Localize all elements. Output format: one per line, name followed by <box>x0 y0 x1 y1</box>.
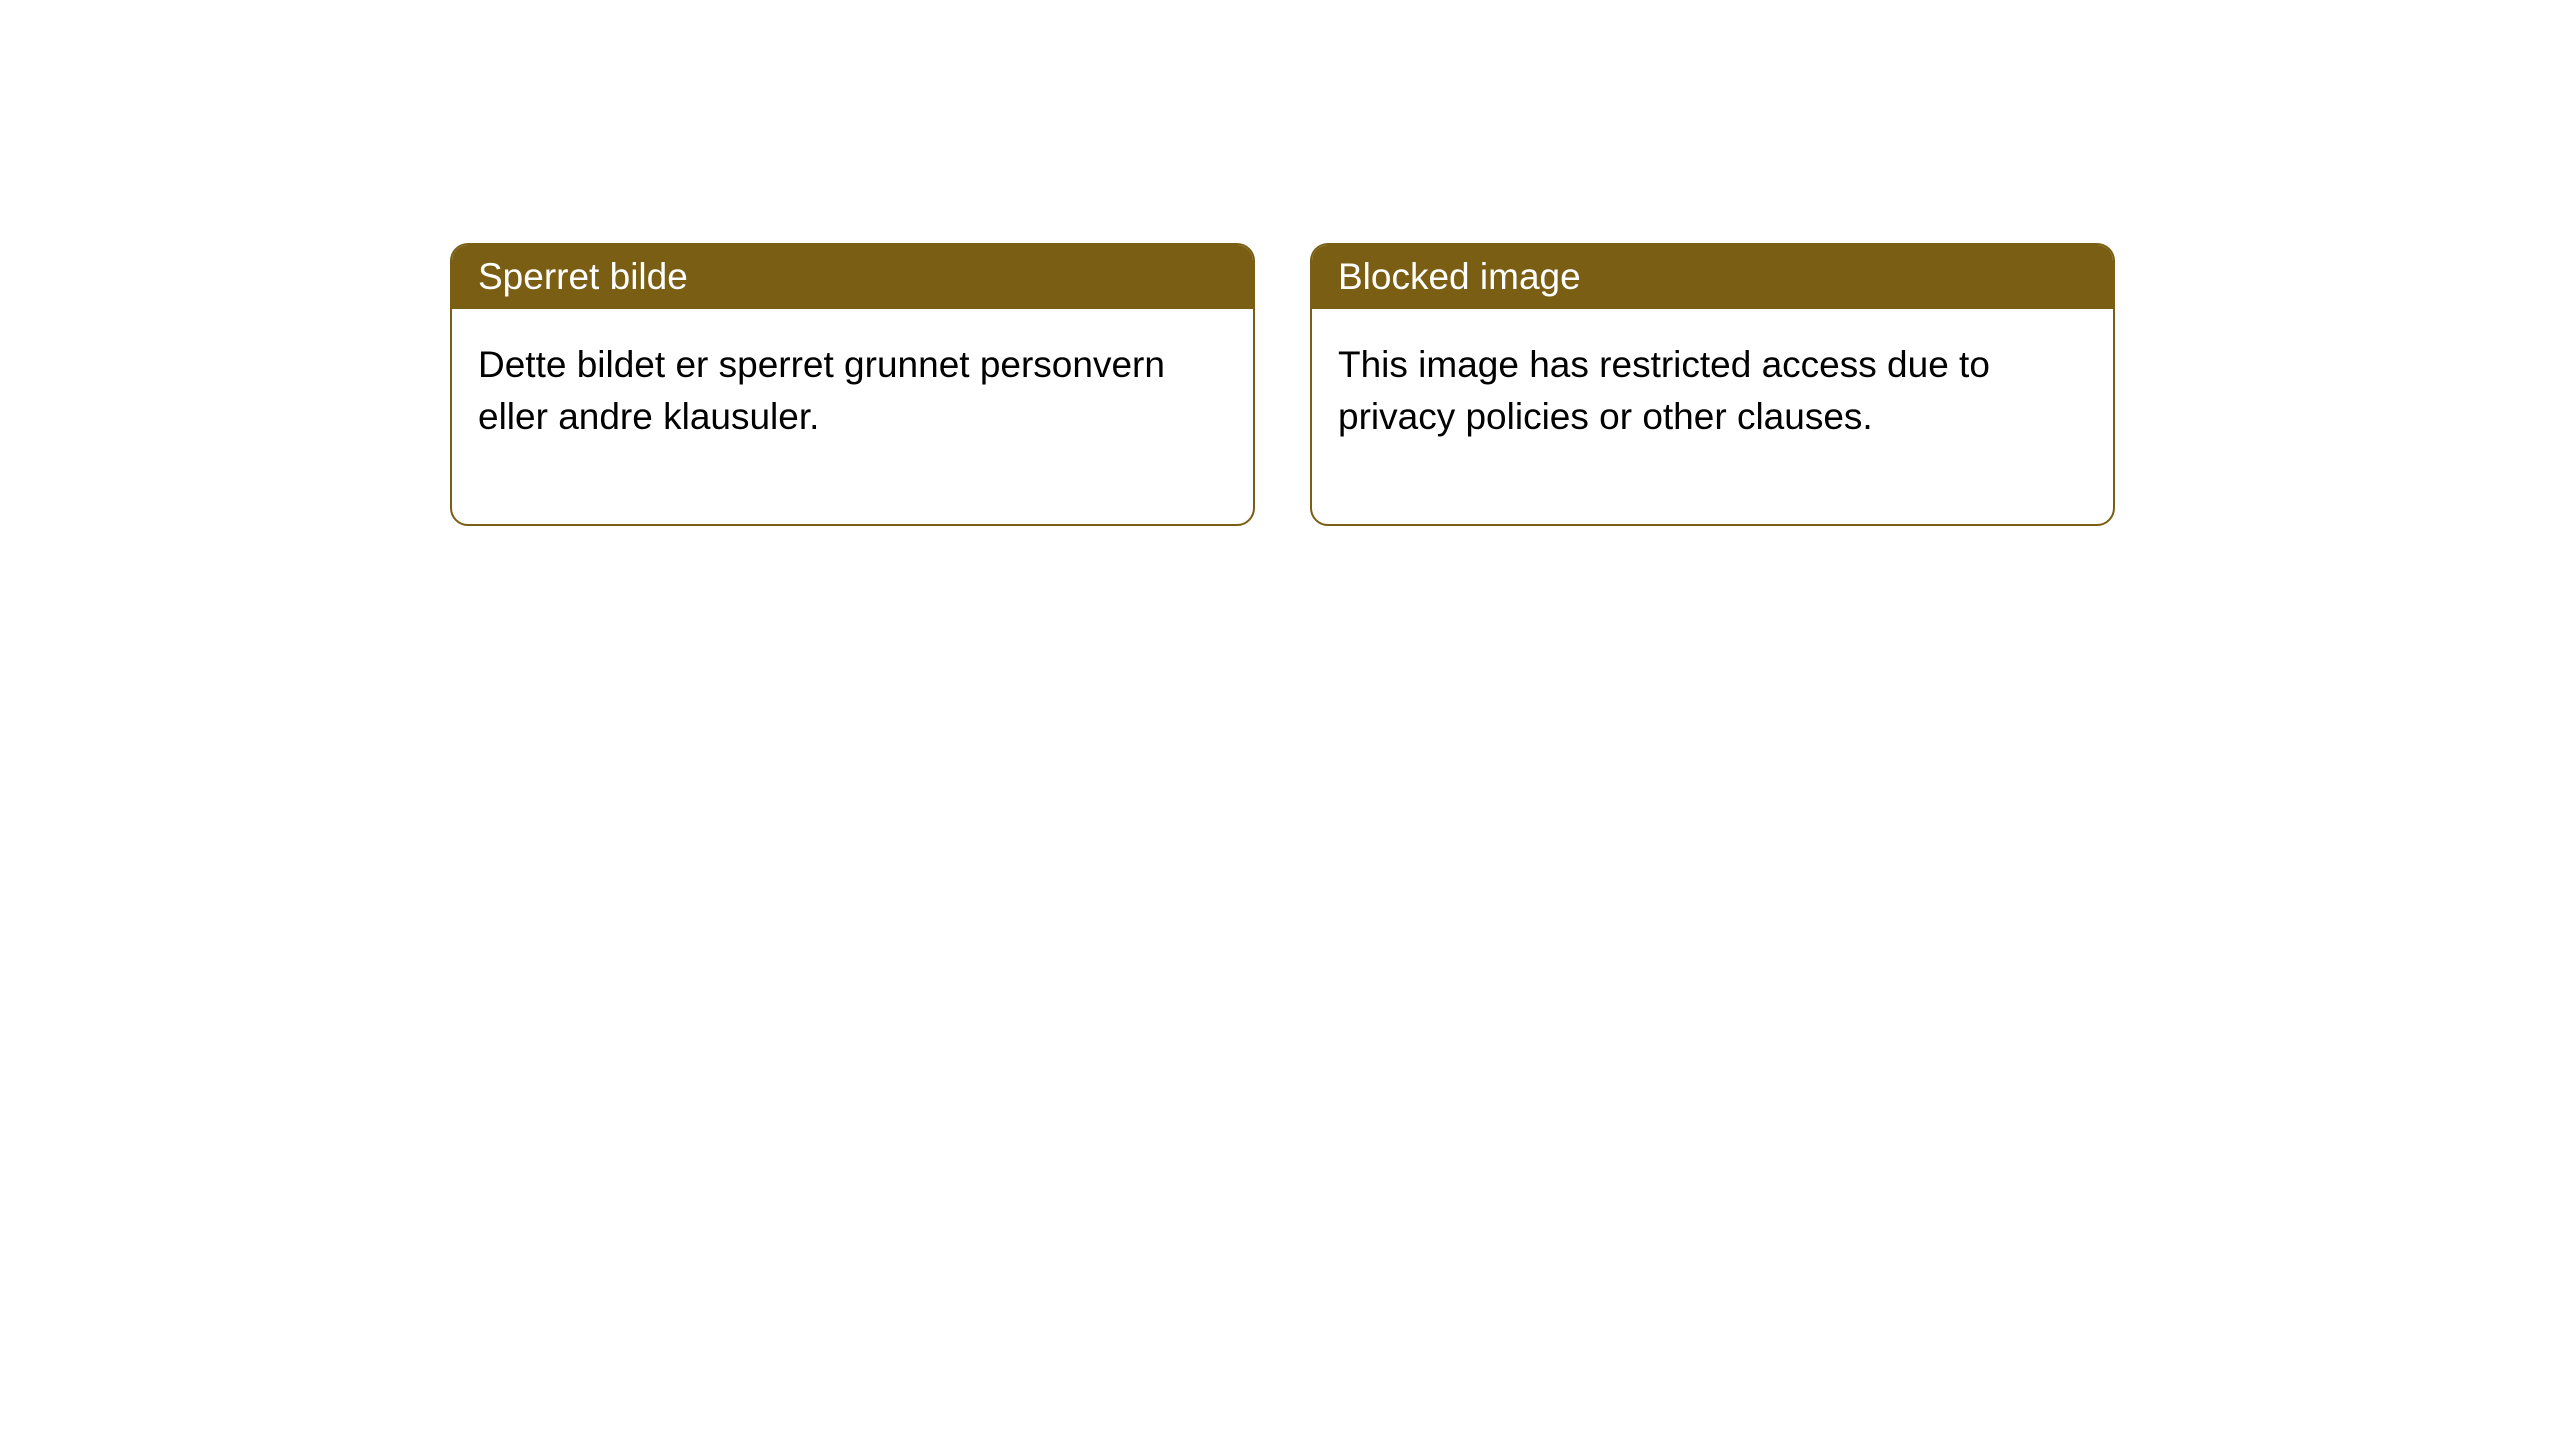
card-body: Dette bildet er sperret grunnet personve… <box>452 309 1253 524</box>
card-title: Sperret bilde <box>478 256 688 297</box>
card-title: Blocked image <box>1338 256 1581 297</box>
card-body-text: This image has restricted access due to … <box>1338 344 1990 437</box>
card-body: This image has restricted access due to … <box>1312 309 2113 524</box>
notice-cards-container: Sperret bilde Dette bildet er sperret gr… <box>0 0 2560 526</box>
card-header: Blocked image <box>1312 245 2113 309</box>
notice-card-english: Blocked image This image has restricted … <box>1310 243 2115 526</box>
card-body-text: Dette bildet er sperret grunnet personve… <box>478 344 1165 437</box>
notice-card-norwegian: Sperret bilde Dette bildet er sperret gr… <box>450 243 1255 526</box>
card-header: Sperret bilde <box>452 245 1253 309</box>
